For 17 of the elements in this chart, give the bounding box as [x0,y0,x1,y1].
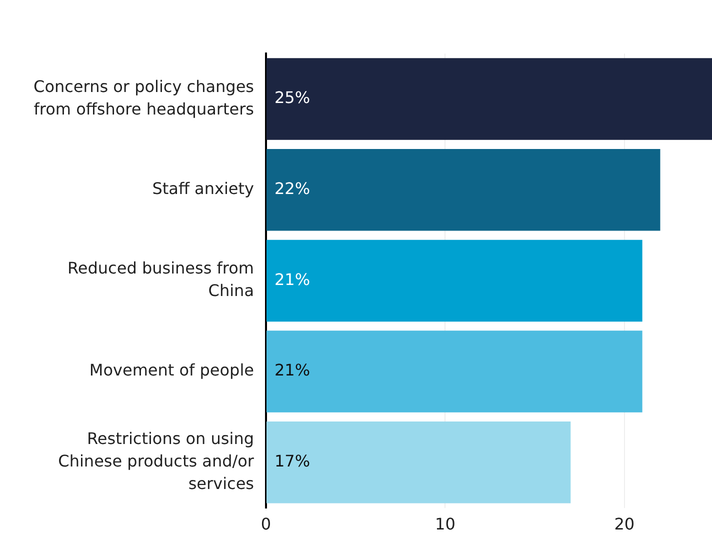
x-tick-label: 0 [260,514,272,534]
bar [266,330,642,412]
y-tick-label: Staff anxiety [152,179,254,198]
data-label: 17% [274,452,310,471]
data-label: 21% [274,360,310,380]
y-tick-label: Reduced business from China [68,258,254,300]
data-label: 25% [274,88,310,108]
data-label: 22% [274,179,310,198]
data-label: 21% [274,270,310,289]
x-tick-label: 10 [435,514,456,534]
bar [266,422,571,504]
y-tick-label: Movement of people [89,360,254,380]
x-tick-label: 20 [614,514,635,534]
y-tick-label: Restrictions on using Chinese products and/or services [58,429,254,493]
bar [266,148,660,231]
bar [266,240,642,322]
y-tick-label: Concerns or policy changes from offshore headquarters [34,76,254,118]
